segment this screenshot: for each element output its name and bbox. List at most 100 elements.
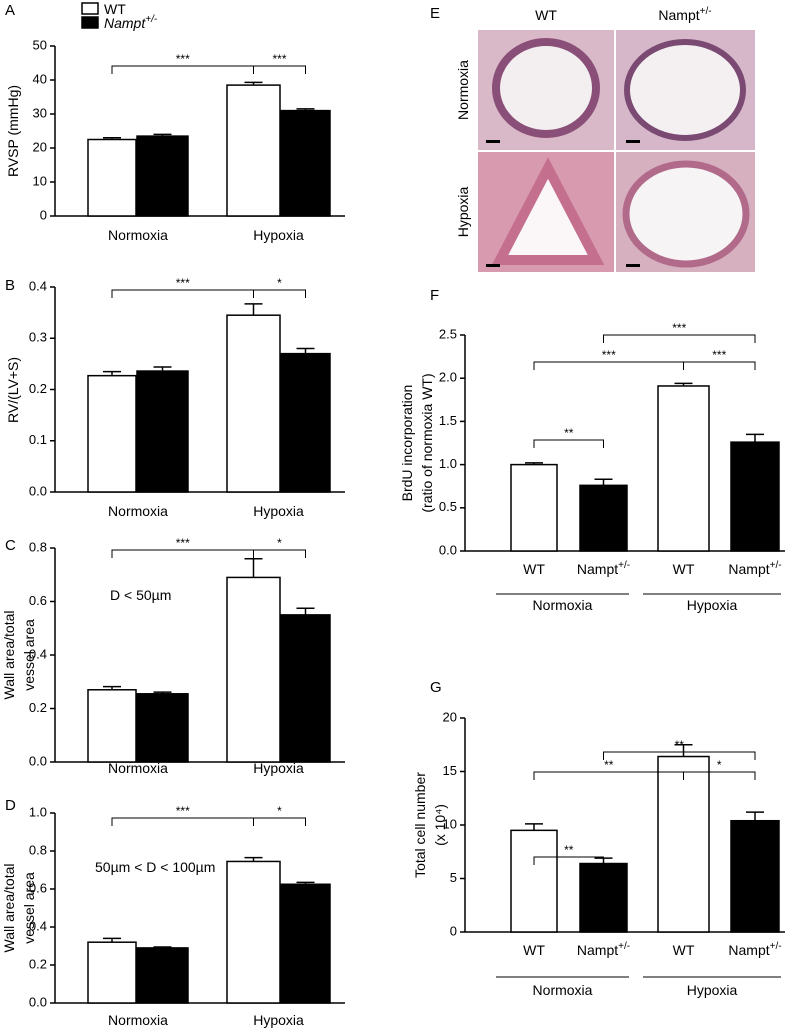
x-tick-label: Hypoxia <box>253 227 304 243</box>
significance-bracket <box>111 549 254 558</box>
annotation: D < 50µm <box>110 587 171 603</box>
y-tick-label: 50 <box>33 37 47 52</box>
significance-label: *** <box>176 804 190 818</box>
y-axis-label: Total cell number <box>412 772 428 878</box>
y-axis-label: vessel area <box>21 619 37 691</box>
y-tick-label: 0.0 <box>439 542 457 557</box>
scale-bar <box>486 264 500 267</box>
significance-label: *** <box>176 52 190 66</box>
bar <box>87 689 137 763</box>
annotation: 50µm < D < 100µm <box>95 859 215 875</box>
significance-label: *** <box>712 348 726 362</box>
y-tick-label: 0.2 <box>29 700 47 715</box>
significance-bracket <box>111 289 254 298</box>
bar <box>579 484 628 552</box>
y-tick-label: 15 <box>443 763 457 778</box>
group-label: Hypoxia <box>687 982 738 998</box>
x-tick-label: Normoxia <box>108 503 168 519</box>
y-tick-label: 20 <box>443 709 457 724</box>
y-tick-label: 0.6 <box>29 593 47 608</box>
x-tick-label-base: WT <box>523 561 545 577</box>
y-tick-label: 10 <box>443 816 457 831</box>
y-axis-label: RVSP (mmHg) <box>5 85 21 177</box>
significance-label: *** <box>176 276 190 290</box>
legend-label-base: WT <box>104 1 126 17</box>
bar <box>136 370 189 493</box>
panel-label: D <box>5 797 16 814</box>
panel-label: E <box>430 5 440 22</box>
y-tick-label: 1.0 <box>29 804 47 819</box>
y-tick-label: 0.3 <box>29 330 47 345</box>
y-tick-label: 1.5 <box>439 413 457 428</box>
x-tick-label: Normoxia <box>108 1012 168 1028</box>
x-tick-label: Nampt+/- <box>577 560 630 577</box>
x-tick-label-base: Nampt <box>728 942 769 958</box>
y-tick-label: 0.8 <box>29 539 47 554</box>
x-tick-label: WT <box>523 942 545 958</box>
significance-bracket <box>533 856 604 865</box>
bar <box>579 862 628 933</box>
bar <box>657 755 710 933</box>
x-tick-label-base: WT <box>673 561 695 577</box>
y-tick-label: 0.4 <box>29 918 47 933</box>
superscript: +/- <box>145 14 158 25</box>
significance-label: ** <box>604 758 614 772</box>
scale-bar <box>626 140 640 143</box>
y-axis-label: (x 10⁴) <box>432 804 448 846</box>
bar <box>226 84 281 217</box>
y-tick-label: 10 <box>33 173 47 188</box>
superscript: +/- <box>618 941 630 952</box>
significance-bracket <box>603 751 756 760</box>
significance-bracket <box>253 817 306 826</box>
significance-label: * <box>277 276 282 290</box>
y-tick-label: 1.0 <box>439 456 457 471</box>
y-axis-label: RV/(LV+S) <box>5 357 21 423</box>
group-label: Normoxia <box>533 597 593 613</box>
significance-label: ** <box>675 738 685 752</box>
bar <box>87 374 137 493</box>
y-tick-label: 0.0 <box>29 753 47 768</box>
vessel <box>624 39 746 141</box>
significance-bracket <box>683 771 756 780</box>
y-tick-label: 0.6 <box>29 880 47 895</box>
x-tick-label: Nampt+/- <box>728 560 781 577</box>
bar <box>510 829 558 933</box>
y-tick-label: 5 <box>450 870 457 885</box>
significance-label: *** <box>272 52 286 66</box>
vessel <box>492 38 600 138</box>
column-label: Nampt+/- <box>658 6 711 23</box>
y-tick-label: 0.2 <box>29 381 47 396</box>
y-tick-label: 0.0 <box>29 994 47 1009</box>
bar <box>730 819 780 933</box>
histology-images <box>478 30 755 272</box>
bar <box>280 614 331 763</box>
bar <box>226 576 281 763</box>
significance-label: * <box>277 804 282 818</box>
significance-bracket <box>603 334 756 343</box>
y-axis-label: Wall area/total <box>1 864 17 953</box>
bar <box>136 947 189 1004</box>
y-tick-label: 0 <box>450 923 457 938</box>
x-tick-label-base: WT <box>523 942 545 958</box>
bar <box>280 352 331 493</box>
y-tick-label: 0.0 <box>29 483 47 498</box>
superscript: +/- <box>700 6 712 17</box>
panel-label: A <box>5 2 15 19</box>
x-tick-label: WT <box>673 942 695 958</box>
y-axis-label: BrdU incorporation <box>399 385 415 502</box>
superscript: +/- <box>618 560 630 571</box>
bar <box>136 693 189 763</box>
significance-label: *** <box>672 321 686 335</box>
x-tick-label: WT <box>523 561 545 577</box>
significance-label: ** <box>564 426 574 440</box>
bar <box>87 941 137 1004</box>
y-tick-label: 0.2 <box>29 956 47 971</box>
significance-label: * <box>717 758 722 772</box>
panel-label: G <box>430 679 442 696</box>
y-tick-label: 20 <box>33 139 47 154</box>
x-tick-label: Normoxia <box>108 227 168 243</box>
bar <box>280 883 331 1004</box>
superscript: +/- <box>770 560 782 571</box>
bar <box>136 135 189 217</box>
significance-label: ** <box>564 843 574 857</box>
